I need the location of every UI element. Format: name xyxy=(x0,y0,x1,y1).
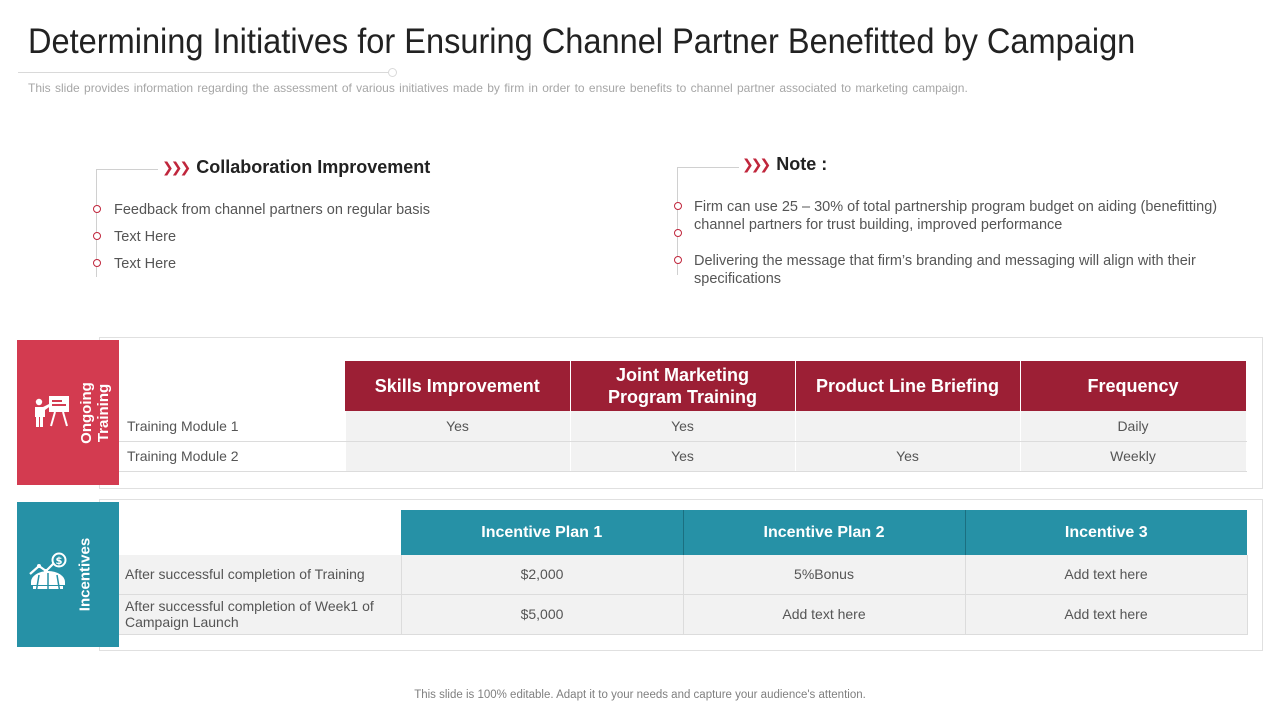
collaboration-rail xyxy=(96,169,97,277)
incentives-table: Incentive Plan 1 Incentive Plan 2 Incent… xyxy=(119,510,1248,635)
slide-title: Determining Initiatives for Ensuring Cha… xyxy=(28,22,1136,61)
table-cell: Add text here xyxy=(683,594,966,635)
bullet-icon xyxy=(674,202,682,210)
column-header: Frequency xyxy=(1020,361,1247,411)
bullet-icon xyxy=(674,256,682,264)
column-header: Incentive Plan 2 xyxy=(683,510,966,555)
collaboration-item: Text Here xyxy=(114,256,177,272)
incentives-header-blank xyxy=(119,510,401,555)
bullet-icon xyxy=(674,229,682,237)
note-rail xyxy=(677,167,678,275)
note-connector xyxy=(677,167,739,168)
title-divider xyxy=(18,72,392,73)
training-side-label: Ongoing Training xyxy=(78,373,112,453)
table-cell: 5%Bonus xyxy=(683,555,966,595)
table-cell: Add text here xyxy=(965,594,1248,635)
bullet-icon xyxy=(93,259,101,267)
note-heading: ❯❯❯ Note : xyxy=(742,154,827,175)
collaboration-heading-label: Collaboration Improvement xyxy=(196,157,431,177)
table-cell: Weekly xyxy=(1020,441,1247,472)
training-table: Skills Improvement Joint Marketing Progr… xyxy=(119,361,1247,472)
table-cell: Daily xyxy=(1020,411,1247,442)
row-label: Training Module 2 xyxy=(119,441,346,472)
incentives-side-label: Incentives xyxy=(76,537,94,612)
table-cell: Add text here xyxy=(965,555,1248,595)
table-cell: $2,000 xyxy=(401,555,684,595)
column-header: Incentive Plan 1 xyxy=(401,510,684,555)
chevrons-icon: ❯❯❯ xyxy=(162,159,191,175)
table-row: Training Module 2 Yes Yes Weekly xyxy=(119,441,1247,472)
table-cell: Yes xyxy=(345,411,571,442)
presentation-icon xyxy=(33,394,73,435)
note-item: Delivering the message that firm’s brand… xyxy=(694,253,1196,287)
row-label: After successful completion of Week1 of … xyxy=(119,594,402,635)
column-header: Incentive 3 xyxy=(965,510,1247,555)
training-side-label-line2: Training xyxy=(95,383,112,443)
table-row: After successful completion of Week1 of … xyxy=(119,594,1248,635)
collaboration-connector xyxy=(96,169,158,170)
table-row: After successful completion of Training … xyxy=(119,555,1248,595)
note-heading-label: Note : xyxy=(776,154,828,174)
bullet-icon xyxy=(93,205,101,213)
bullet-icon xyxy=(93,232,101,240)
training-header-row: Skills Improvement Joint Marketing Progr… xyxy=(119,361,1247,411)
incentives-side-tab: $ Incentives xyxy=(17,502,119,647)
row-label: After successful completion of Training xyxy=(119,555,402,595)
table-cell: Yes xyxy=(570,411,796,442)
column-header: Joint Marketing Program Training xyxy=(570,361,796,411)
collaboration-item: Text Here xyxy=(114,229,177,245)
svg-text:$: $ xyxy=(56,556,63,567)
slide-subtitle: This slide provides information regardin… xyxy=(28,81,968,95)
training-side-label-line1: Ongoing xyxy=(78,382,95,444)
table-cell xyxy=(345,441,571,472)
table-cell: Yes xyxy=(795,441,1021,472)
table-row: Training Module 1 Yes Yes Daily xyxy=(119,411,1247,442)
money-growth-icon: $ xyxy=(27,552,69,601)
slide-footer: This slide is 100% editable. Adapt it to… xyxy=(414,689,866,701)
chevrons-icon: ❯❯❯ xyxy=(742,156,771,172)
training-header-blank xyxy=(119,361,345,411)
column-header: Product Line Briefing xyxy=(795,361,1021,411)
row-label: Training Module 1 xyxy=(119,411,346,442)
training-side-tab: Ongoing Training xyxy=(17,340,119,485)
table-cell xyxy=(795,411,1021,442)
collaboration-item: Feedback from channel partners on regula… xyxy=(114,202,430,218)
incentives-header-row: Incentive Plan 1 Incentive Plan 2 Incent… xyxy=(119,510,1247,555)
table-cell: Yes xyxy=(570,441,796,472)
table-cell: $5,000 xyxy=(401,594,684,635)
title-divider-dot xyxy=(388,68,397,77)
note-item: Firm can use 25 – 30% of total partnersh… xyxy=(694,199,1218,233)
collaboration-heading: ❯❯❯ Collaboration Improvement xyxy=(162,157,430,178)
column-header: Skills Improvement xyxy=(345,361,571,411)
